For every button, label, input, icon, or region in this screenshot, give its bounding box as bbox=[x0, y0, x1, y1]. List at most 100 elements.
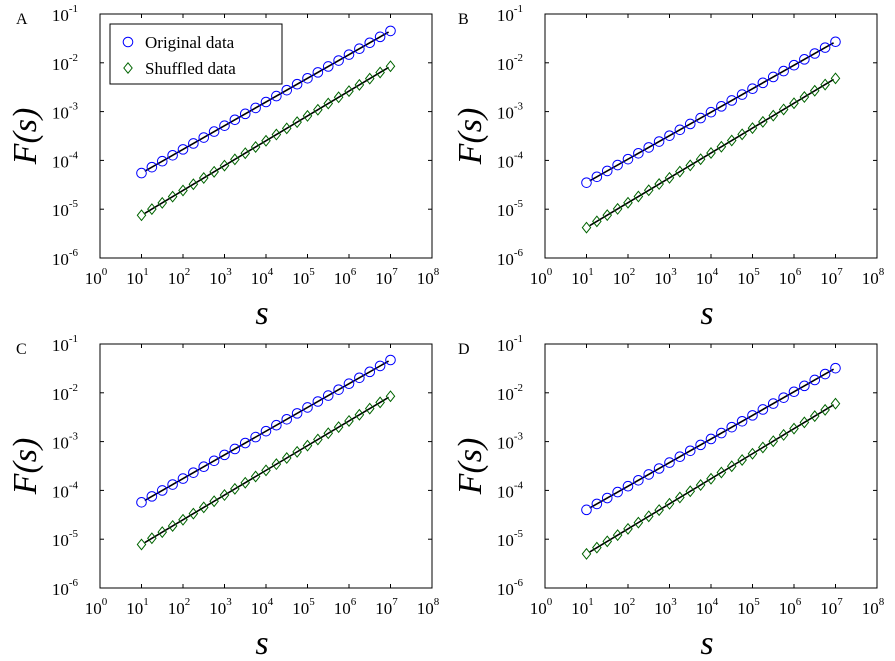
original-data-point bbox=[736, 89, 748, 100]
original-data-point bbox=[136, 497, 147, 508]
x-tick-base: 10 bbox=[820, 599, 837, 618]
x-tick-label: 105 bbox=[737, 266, 760, 288]
y-tick-base: 10 bbox=[52, 385, 69, 404]
y-tick-exponent: -2 bbox=[514, 382, 523, 394]
x-tick-base: 10 bbox=[571, 269, 588, 288]
y-tick-exponent: -1 bbox=[69, 3, 78, 15]
original-data-point bbox=[302, 73, 313, 84]
x-tick-label: 104 bbox=[696, 596, 719, 618]
x-tick-exponent: 7 bbox=[837, 596, 843, 608]
fit-line bbox=[589, 42, 834, 182]
y-tick-base: 10 bbox=[52, 336, 69, 355]
original-data-point bbox=[633, 475, 644, 486]
original-data-point bbox=[601, 492, 613, 504]
y-axis-title: F(s) bbox=[7, 108, 44, 166]
x-tick-label: 106 bbox=[779, 596, 802, 618]
x-tick-base: 10 bbox=[292, 269, 309, 288]
y-tick-exponent: -4 bbox=[514, 479, 524, 491]
shuffled-data-point bbox=[250, 470, 261, 483]
shuffled-data-point bbox=[188, 178, 199, 191]
y-tick-label: 10-6 bbox=[52, 577, 79, 599]
shuffled-data-point bbox=[789, 422, 799, 435]
y-tick-exponent: -3 bbox=[69, 101, 79, 113]
x-tick-exponent: 0 bbox=[547, 596, 553, 608]
x-tick-label: 102 bbox=[613, 266, 636, 288]
original-data-point bbox=[653, 136, 665, 147]
y-tick-exponent: -3 bbox=[69, 431, 79, 443]
y-tick-exponent: -5 bbox=[69, 198, 79, 210]
original-data-point bbox=[146, 491, 158, 502]
shuffled-data-point bbox=[799, 91, 810, 104]
shuffled-data-point bbox=[633, 516, 644, 529]
x-tick-exponent: 6 bbox=[351, 266, 357, 278]
y-tick-base: 10 bbox=[497, 385, 514, 404]
shuffled-data-point bbox=[716, 466, 727, 479]
original-data-point bbox=[188, 467, 199, 478]
original-data-point bbox=[736, 415, 748, 427]
shuffled-data-point bbox=[830, 397, 841, 410]
x-tick-label: 105 bbox=[292, 596, 315, 618]
shuffled-data-point bbox=[198, 172, 209, 185]
original-data-point bbox=[653, 463, 665, 474]
shuffled-data-point bbox=[695, 479, 706, 492]
x-tick-base: 10 bbox=[613, 599, 630, 618]
y-tick-exponent: -1 bbox=[514, 3, 523, 15]
shuffled-data-point bbox=[747, 122, 758, 135]
x-tick-base: 10 bbox=[571, 599, 588, 618]
original-data-point bbox=[239, 108, 251, 120]
y-tick-exponent: -6 bbox=[69, 247, 79, 259]
shuffled-data-point bbox=[789, 97, 799, 110]
x-tick-label: 106 bbox=[334, 266, 357, 288]
original-data-point bbox=[156, 485, 168, 496]
original-data-point bbox=[239, 437, 251, 449]
x-tick-label: 104 bbox=[251, 596, 274, 618]
x-tick-base: 10 bbox=[779, 599, 796, 618]
plot-frame bbox=[544, 13, 878, 259]
shuffled-data-point bbox=[820, 78, 830, 91]
original-data-point bbox=[716, 101, 727, 112]
original-data-point bbox=[374, 360, 386, 372]
x-tick-label: 100 bbox=[85, 596, 108, 618]
x-tick-exponent: 0 bbox=[102, 266, 108, 278]
shuffled-data-point bbox=[581, 221, 592, 234]
y-tick-exponent: -4 bbox=[69, 479, 79, 491]
shuffled-data-point bbox=[364, 72, 375, 85]
y-tick-base: 10 bbox=[52, 531, 69, 550]
x-tick-exponent: 2 bbox=[185, 266, 191, 278]
shuffled-data-point bbox=[809, 84, 820, 97]
y-tick-base: 10 bbox=[52, 250, 69, 269]
y-tick-exponent: -4 bbox=[514, 149, 524, 161]
shuffled-data-point bbox=[136, 209, 147, 222]
shuffled-data-point bbox=[758, 115, 768, 128]
y-tick-label: 10-3 bbox=[52, 431, 79, 453]
x-tick-base: 10 bbox=[530, 599, 547, 618]
y-axis-title: F(s) bbox=[452, 438, 489, 496]
shuffled-data-point bbox=[136, 538, 147, 551]
original-data-point bbox=[695, 439, 706, 451]
original-data-point bbox=[322, 390, 334, 401]
shuffled-data-point bbox=[820, 403, 830, 416]
y-tick-exponent: -6 bbox=[514, 247, 524, 259]
x-tick-base: 10 bbox=[862, 599, 879, 618]
shuffled-data-point bbox=[281, 452, 292, 465]
panel-d: 100 101 102 103 104 105 106 107 10810-610-510-41… bbox=[452, 333, 885, 661]
shuffled-data-point bbox=[354, 78, 365, 91]
x-tick-exponent: 1 bbox=[143, 596, 149, 608]
shuffled-data-point bbox=[778, 103, 789, 116]
original-data-point bbox=[612, 486, 623, 498]
x-tick-exponent: 2 bbox=[185, 596, 191, 608]
y-tick-label: 10-6 bbox=[497, 577, 524, 599]
x-axis-title: s bbox=[255, 625, 268, 661]
x-tick-label: 104 bbox=[696, 266, 719, 288]
original-data-point bbox=[830, 36, 841, 48]
x-tick-exponent: 7 bbox=[392, 596, 398, 608]
x-tick-label: 107 bbox=[820, 596, 843, 618]
shuffled-data-point bbox=[333, 91, 344, 104]
x-tick-exponent: 3 bbox=[226, 596, 232, 608]
x-tick-exponent: 1 bbox=[143, 266, 149, 278]
shuffled-data-point bbox=[167, 190, 178, 203]
fit-line bbox=[144, 31, 389, 172]
y-tick-label: 10-3 bbox=[497, 101, 524, 123]
shuffled-data-point bbox=[364, 402, 375, 415]
shuffled-data-point bbox=[633, 190, 644, 203]
